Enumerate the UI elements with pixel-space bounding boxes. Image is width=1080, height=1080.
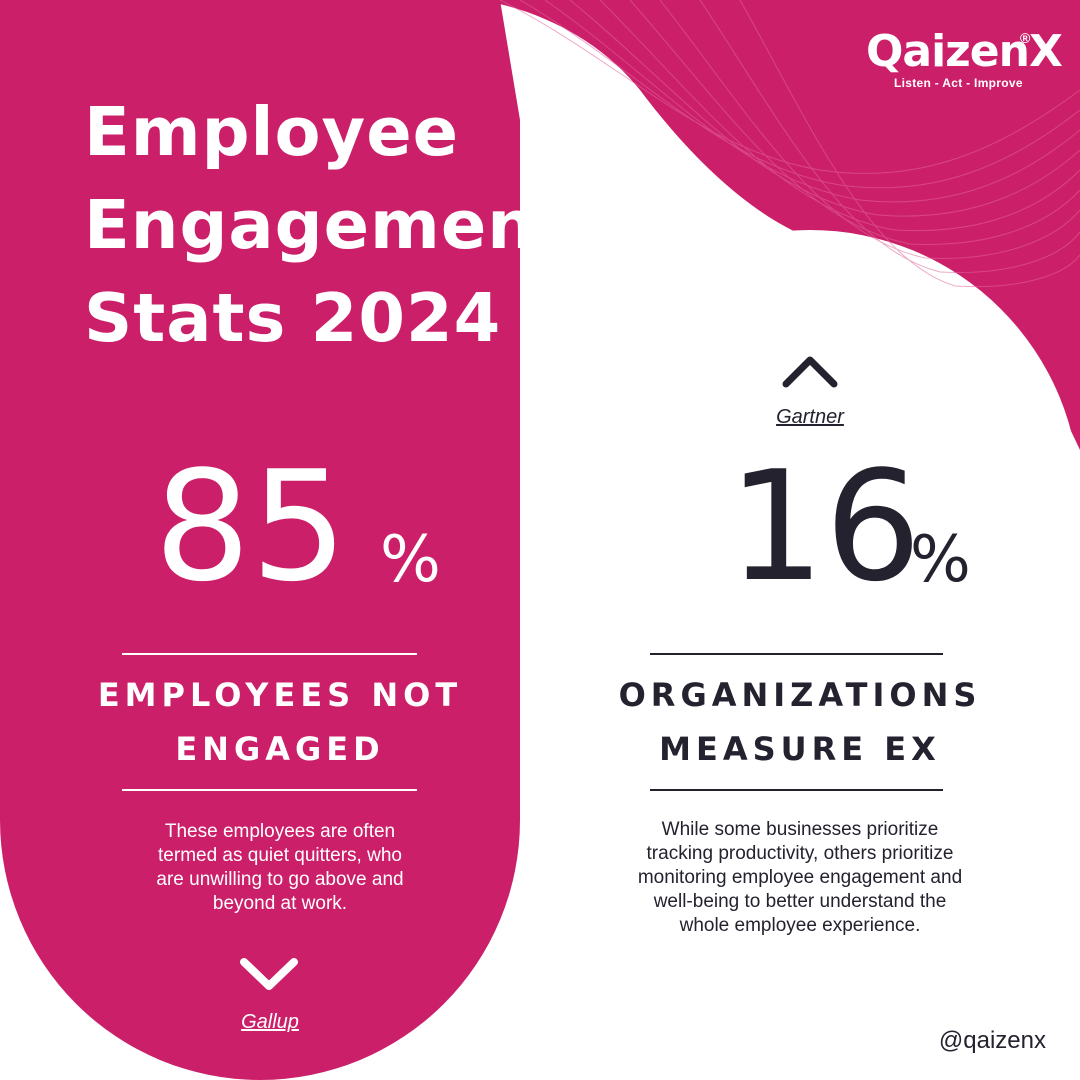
page-title: Employee Engagement Stats 2024 bbox=[84, 86, 569, 365]
divider-left-top bbox=[122, 653, 417, 655]
title-line-2: Engagement bbox=[84, 186, 570, 264]
description-line: whole employee experience. bbox=[679, 915, 921, 936]
qaizenx-logo: QaizenX ® Listen - Act - Improve bbox=[866, 26, 1063, 96]
divider-right-top bbox=[650, 653, 943, 655]
label-line: MEASURE EX bbox=[659, 730, 941, 768]
decorative-contour-lines bbox=[499, 0, 1080, 288]
stat-measure-ex-description: While some businesses prioritize trackin… bbox=[560, 818, 1040, 938]
registered-mark: ® bbox=[1020, 30, 1031, 46]
title-line-1: Employee bbox=[84, 93, 460, 171]
stat-measure-ex-value: 16 bbox=[728, 438, 922, 615]
stat-not-engaged-value: 85 bbox=[154, 438, 348, 615]
description-line: monitoring employee engagement and bbox=[637, 867, 963, 888]
description-line: termed as quiet quitters, who bbox=[158, 845, 402, 866]
description-line: While some businesses prioritize bbox=[661, 819, 939, 840]
stat-measure-ex-label: ORGANIZATIONS MEASURE EX bbox=[560, 668, 1040, 776]
source-gallup-link[interactable]: Gallup bbox=[241, 1011, 299, 1033]
top-right-pink-wave bbox=[480, 0, 1080, 450]
source-gartner-link[interactable]: Gartner bbox=[776, 406, 844, 428]
label-line: ENGAGED bbox=[175, 730, 385, 768]
description-line: beyond at work. bbox=[212, 893, 348, 914]
stat-not-engaged-description: These employees are often termed as quie… bbox=[60, 820, 500, 916]
description-line: are unwilling to go above and bbox=[156, 869, 404, 890]
label-line: ORGANIZATIONS bbox=[618, 676, 982, 714]
divider-right-bottom bbox=[650, 789, 943, 791]
stat-measure-ex-unit: % bbox=[910, 523, 971, 597]
label-line: EMPLOYEES NOT bbox=[97, 676, 463, 714]
title-line-3: Stats 2024 bbox=[84, 279, 502, 357]
social-handle: @qaizenx bbox=[938, 1027, 1046, 1054]
description-line: These employees are often bbox=[164, 821, 396, 842]
divider-left-bottom bbox=[122, 789, 417, 791]
description-line: well-being to better understand the bbox=[653, 891, 947, 912]
left-pink-panel bbox=[0, 0, 520, 1080]
description-line: tracking productivity, others prioritize bbox=[646, 843, 954, 864]
stat-not-engaged-unit: % bbox=[380, 523, 441, 597]
right-white-arch bbox=[540, 230, 1080, 1080]
chevron-down-icon bbox=[240, 958, 298, 990]
logo-wordmark: QaizenX bbox=[866, 26, 1063, 77]
logo-tagline: Listen - Act - Improve bbox=[894, 76, 1023, 90]
stat-not-engaged-label: EMPLOYEES NOT ENGAGED bbox=[60, 668, 500, 776]
chevron-up-icon bbox=[782, 356, 838, 388]
